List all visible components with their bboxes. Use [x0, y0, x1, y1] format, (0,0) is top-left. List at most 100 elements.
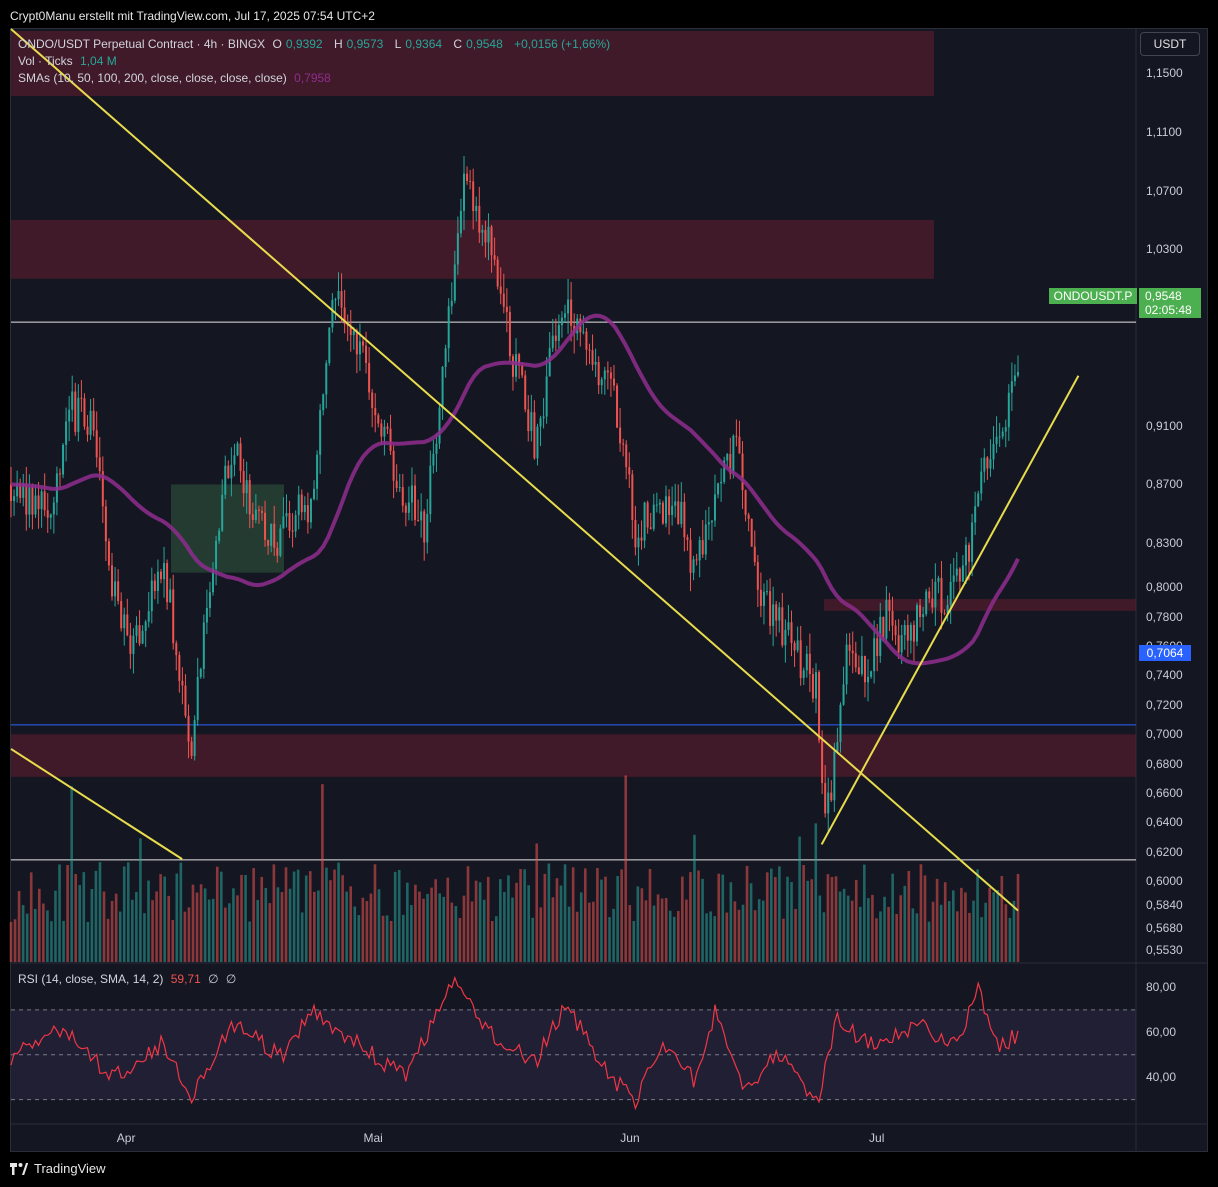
candle-body [68, 409, 71, 422]
candle-body [998, 436, 1001, 438]
candle-body [426, 514, 429, 543]
candle-body [230, 464, 233, 479]
volume-bar [774, 877, 777, 962]
candle-body [600, 379, 603, 386]
candle-body [769, 591, 772, 626]
currency-unit-button[interactable]: USDT [1140, 32, 1200, 56]
volume-bar [729, 882, 733, 962]
candle-body [732, 435, 735, 474]
volume-bar [317, 890, 320, 962]
sma-line [10, 313, 1020, 666]
candle-body [643, 502, 646, 541]
candle-body [334, 299, 337, 301]
candle-body [401, 487, 404, 506]
candle-body [784, 629, 787, 646]
volume-bar [559, 885, 563, 962]
volume-label[interactable]: Vol · Ticks [18, 54, 73, 68]
candle-body [567, 299, 570, 314]
candle-body [450, 300, 453, 307]
symbol-label[interactable]: ONDO/USDT Perpetual Contract · 4h · BING… [18, 37, 266, 51]
candle-body [493, 255, 496, 260]
volume-bar [588, 902, 591, 962]
volume-bar [523, 869, 526, 962]
candle-body [343, 307, 346, 324]
candle-body [285, 513, 288, 517]
candle-body [652, 504, 655, 529]
volume-bar [199, 884, 203, 962]
volume-bar [377, 889, 381, 962]
volume-bar [333, 869, 336, 962]
rsi-tick-label: 80,00 [1146, 980, 1177, 995]
volume-bar [466, 866, 470, 962]
volume-bar [357, 915, 361, 962]
candle-body [554, 335, 557, 341]
candle-body [313, 488, 316, 500]
candle-body [622, 443, 625, 445]
price-tick-label: 0,6600 [1146, 786, 1183, 801]
rsi-label[interactable]: RSI (14, close, SMA, 14, 2) [18, 972, 164, 986]
volume-bar [33, 908, 37, 962]
candle-body [303, 505, 306, 513]
volume-bar [822, 912, 826, 962]
volume-bar [74, 873, 78, 962]
candle-body [254, 509, 257, 520]
candle-body [83, 398, 86, 427]
volume-bar [414, 884, 417, 962]
volume-bar [9, 921, 13, 962]
candle-body [842, 684, 845, 705]
volume-bar [834, 876, 838, 962]
volume-bar [782, 918, 785, 962]
candle-body [138, 625, 141, 644]
low-value: L 0,9364 [394, 37, 443, 51]
volume-bar [143, 913, 146, 962]
sma-label[interactable]: SMAs (10, 50, 100, 200, close, close, cl… [18, 71, 287, 85]
candle-body [316, 454, 319, 489]
candle-body [273, 523, 276, 548]
volume-bar [163, 876, 166, 962]
candle-body [756, 562, 759, 590]
candle-body [717, 483, 720, 495]
volume-bar [325, 867, 328, 962]
candle-body [830, 792, 833, 801]
time-tick-label: Jul [869, 1131, 885, 1145]
candle-body [107, 541, 110, 566]
candle-body [395, 480, 398, 488]
volume-bar [195, 892, 199, 962]
volume-bar [406, 882, 409, 962]
candle-body [836, 742, 839, 752]
candle-body [655, 504, 658, 506]
volume-bar [681, 876, 684, 962]
volume-bar [798, 836, 801, 962]
candle-body [187, 715, 190, 742]
candle-body [686, 537, 689, 540]
volume-bar [21, 905, 25, 962]
volume-bar [697, 870, 700, 962]
volume-bar [345, 891, 348, 962]
candle-body [447, 306, 450, 349]
volume-bar [284, 867, 288, 962]
volume-bar [224, 907, 227, 962]
high-value: H 0,9573 [333, 37, 384, 51]
volume-bar [810, 879, 814, 962]
volume-bar [503, 892, 506, 962]
volume-bar [923, 875, 927, 962]
volume-bar [66, 865, 69, 962]
candle-body [928, 591, 931, 599]
candle-body [52, 502, 55, 515]
volume-bar [183, 911, 187, 962]
volume-bar [652, 905, 656, 962]
rsi-legend: RSI (14, close, SMA, 14, 2) 59,71 ∅ ∅ [18, 972, 240, 986]
sma-value: 0,7958 [294, 71, 331, 85]
tradingview-brand[interactable]: TradingView [10, 1161, 106, 1176]
time-tick-label: Jun [620, 1131, 640, 1145]
candle-body [478, 205, 481, 233]
candle-body [625, 444, 628, 468]
volume-bar [434, 879, 437, 962]
candle-body [551, 335, 554, 349]
candle-body [818, 672, 821, 741]
candle-body [456, 233, 459, 265]
candle-body [114, 581, 117, 597]
volume-bar [664, 897, 668, 962]
volume-bar [628, 905, 632, 962]
